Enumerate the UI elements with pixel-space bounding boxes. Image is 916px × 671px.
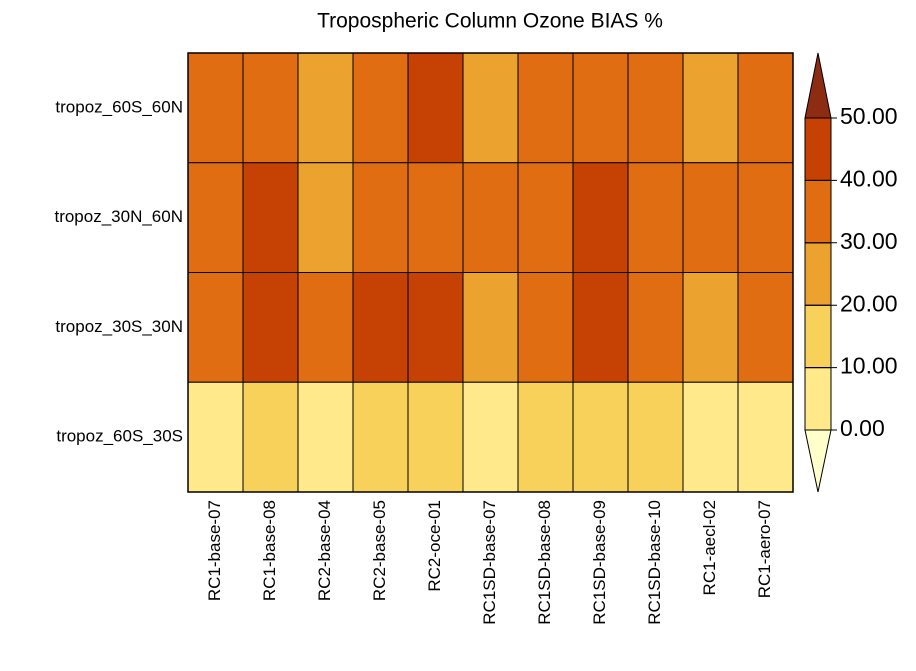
colorbar-box: [804, 242, 832, 306]
heatmap-cell: [517, 381, 574, 493]
colorbar-box: [804, 304, 832, 369]
colorbar-top: [804, 52, 832, 119]
x-tick-label: RC1-aecl-02: [700, 500, 719, 595]
heatmap-cell: [242, 162, 299, 273]
heatmap-cell: [517, 52, 574, 164]
x-tick-label: RC1-aero-07: [755, 500, 774, 598]
heatmap-cell: [407, 381, 464, 493]
heatmap-cell: [737, 162, 794, 273]
heatmap-cell: [627, 272, 684, 383]
y-tick-label: tropoz_30S_30N: [55, 317, 183, 336]
x-tick-label: RC2-base-04: [315, 500, 334, 601]
x-tick-label: RC2-base-05: [370, 500, 389, 601]
heatmap-cell: [627, 381, 684, 493]
heatmap-cell: [737, 52, 794, 164]
x-tick-label: RC1SD-base-10: [645, 500, 664, 625]
x-tick-label: RC1SD-base-08: [535, 500, 554, 625]
plot-frame: [187, 52, 794, 493]
heatmap-cell: [187, 272, 244, 383]
heatmap-cell: [407, 52, 464, 164]
heatmap-cell: [242, 52, 299, 164]
heatmap-cell: [187, 381, 244, 493]
heatmap-cell: [187, 162, 244, 273]
heatmap-cell: [407, 272, 464, 383]
heatmap-cell: [297, 162, 354, 273]
colorbar-label: 50.00: [840, 103, 898, 129]
y-tick-label: tropoz_60S_30S: [56, 427, 183, 446]
heatmap-cell: [462, 162, 519, 273]
heatmap-cell: [572, 162, 629, 273]
heatmap-cell: [242, 381, 299, 493]
heatmap-cell: [242, 272, 299, 383]
chart-title: Tropospheric Column Ozone BIAS %: [317, 10, 663, 33]
heatmap-cell: [297, 52, 354, 164]
heatmap-cell: [572, 381, 629, 493]
heatmap-cell: [352, 381, 409, 493]
heatmap-cell: [462, 381, 519, 493]
heatmap-cell: [297, 381, 354, 493]
x-tick-label: RC2-oce-01: [425, 500, 444, 592]
heatmap-cell: [297, 272, 354, 383]
heatmap-cell: [462, 52, 519, 164]
heatmap-cell: [352, 162, 409, 273]
heatmap-cell: [627, 52, 684, 164]
heatmap-cell: [572, 272, 629, 383]
x-tick-label: RC1-base-08: [260, 500, 279, 601]
y-tick-label: tropoz_60S_60N: [55, 97, 183, 116]
x-tick-label: RC1SD-base-07: [480, 500, 499, 625]
colorbar-label: 0.00: [840, 415, 885, 441]
heatmap-cell: [352, 272, 409, 383]
colorbar-label: 40.00: [840, 165, 898, 191]
colorbar-box: [804, 179, 832, 244]
x-tick-label: RC1-base-07: [205, 500, 224, 601]
colorbar-box: [804, 367, 832, 431]
heatmap-cell: [682, 272, 739, 383]
heatmap-cell: [682, 381, 739, 493]
heatmap-cell: [352, 52, 409, 164]
x-tick-label: RC1SD-base-09: [590, 500, 609, 625]
colorbar-box: [804, 117, 832, 181]
heatmap-cell: [572, 52, 629, 164]
heatmap-cell: [187, 52, 244, 164]
colorbar-label: 10.00: [840, 353, 898, 379]
heatmap-cell: [462, 272, 519, 383]
heatmap-cell: [517, 162, 574, 273]
colorbar-bottom: [804, 429, 832, 493]
heatmap-cell: [737, 272, 794, 383]
colorbar-label: 20.00: [840, 290, 898, 316]
heatmap-cell: [682, 52, 739, 164]
heatmap-cell: [682, 162, 739, 273]
heatmap-cell: [737, 381, 794, 493]
heatmap-cell: [627, 162, 684, 273]
heatmap-cell: [407, 162, 464, 273]
y-tick-label: tropoz_30N_60N: [54, 207, 183, 226]
colorbar-label: 30.00: [840, 228, 898, 254]
heatmap-cell: [517, 272, 574, 383]
